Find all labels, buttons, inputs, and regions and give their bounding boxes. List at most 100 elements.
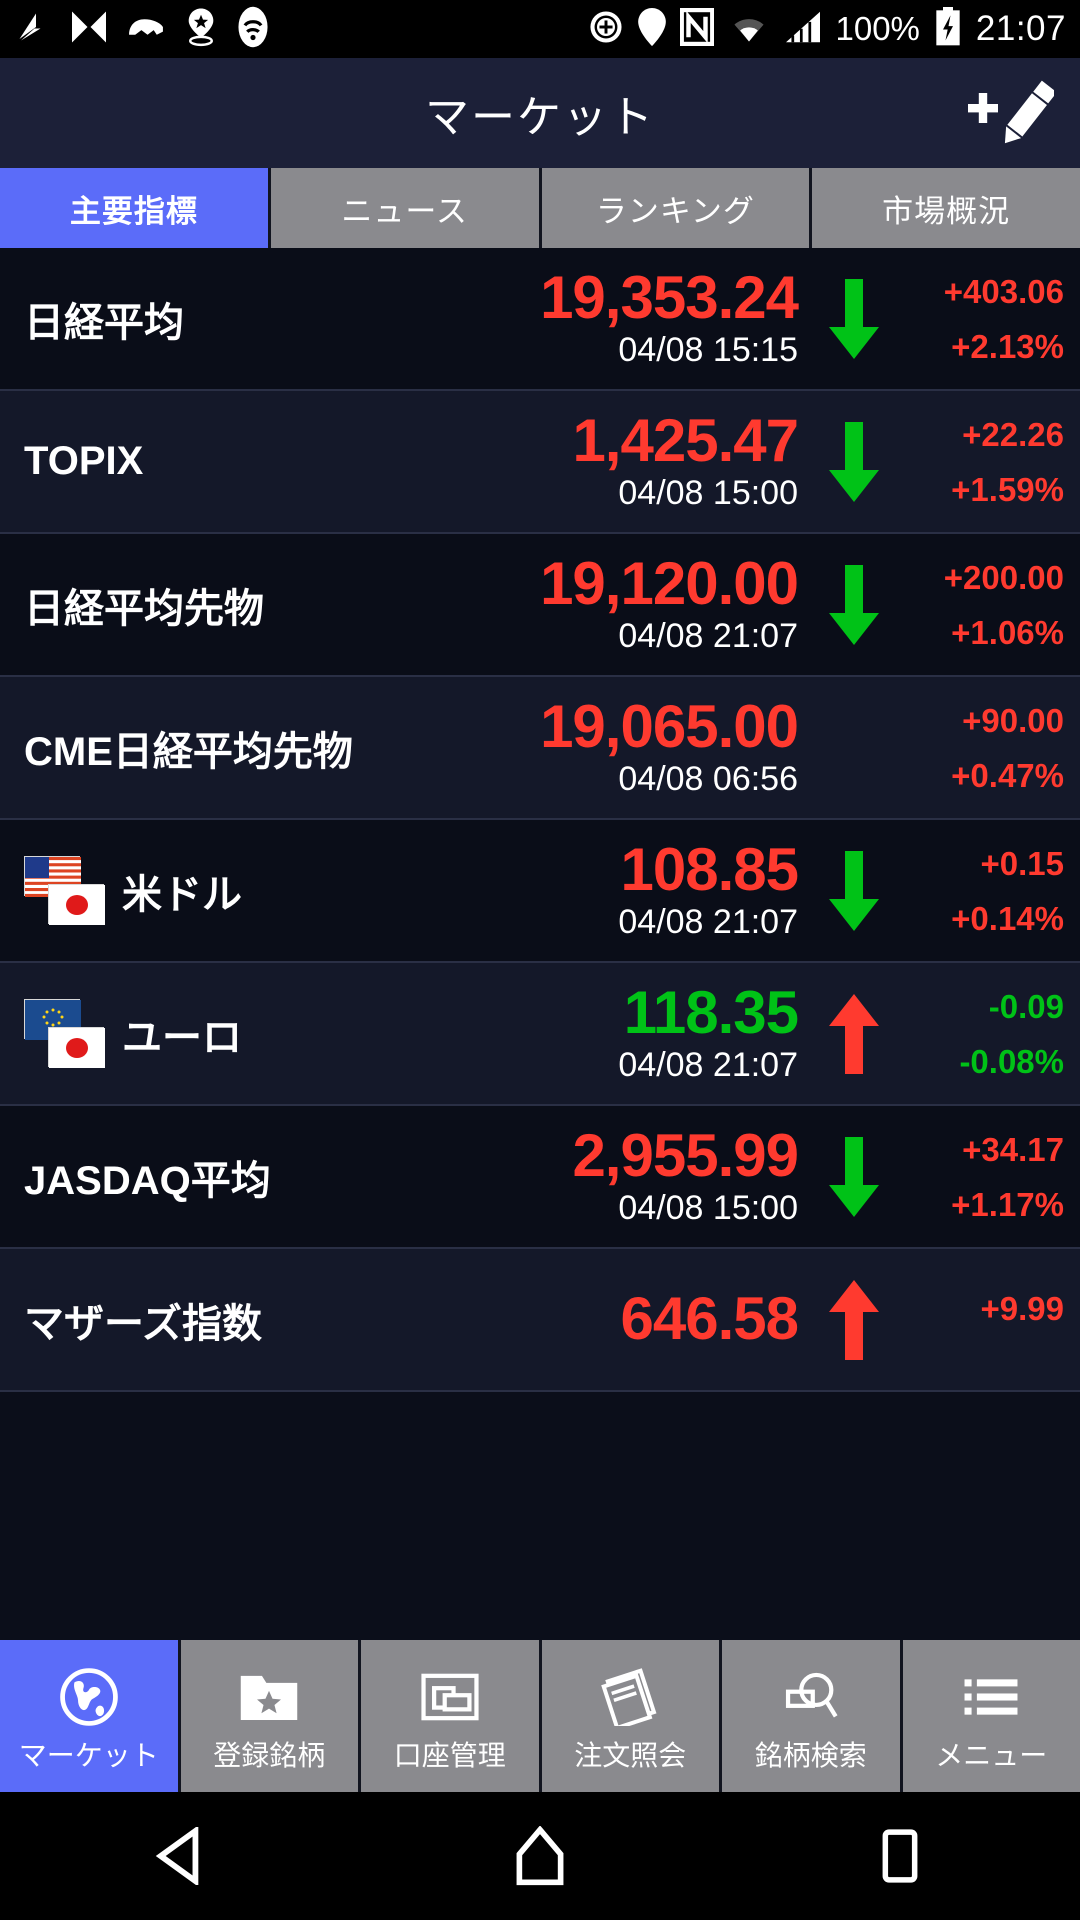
tab-market-overview[interactable]: 市場概況	[812, 168, 1080, 248]
quote-change-percent: +1.59%	[951, 470, 1064, 508]
nav-label: メニュー	[935, 1740, 1048, 1771]
quote-change-percent: +1.17%	[951, 1185, 1064, 1223]
quote-change-value: +0.15	[980, 844, 1065, 882]
japan-flag-icon	[48, 1026, 105, 1068]
trend-arrow-up-icon	[806, 963, 902, 1104]
quote-price: 19,065.00	[540, 693, 799, 761]
quote-name-cell: CME日経平均先物	[0, 677, 500, 818]
quote-change-value: +90.00	[962, 701, 1064, 739]
nav-item-account[interactable]: 口座管理	[361, 1640, 542, 1792]
quote-price-cell: 19,065.00 04/08 06:56	[500, 677, 806, 818]
table-row[interactable]: JASDAQ平均 2,955.99 04/08 15:00 +34.17 +1.…	[0, 1106, 1080, 1249]
quote-price: 1,425.47	[572, 407, 799, 475]
quote-change-value: +200.00	[943, 558, 1064, 596]
quote-change-percent: +0.14%	[951, 899, 1064, 937]
quote-change-cell: +22.26 +1.59%	[902, 391, 1080, 532]
quote-change-cell: +403.06 +2.13%	[902, 248, 1080, 389]
table-row[interactable]: 日経平均 19,353.24 04/08 15:15 +403.06 +2.13…	[0, 248, 1080, 391]
quote-price: 118.35	[623, 979, 799, 1047]
quote-name-cell: 日経平均先物	[0, 534, 500, 675]
signal-wave-icon	[236, 6, 270, 53]
quote-price-cell: 1,425.47 04/08 15:00	[500, 391, 806, 532]
quote-price-cell: 118.35 04/08 21:07	[500, 963, 806, 1104]
nav-label: 口座管理	[393, 1740, 506, 1771]
back-triangle-icon[interactable]	[110, 1811, 250, 1901]
quote-price-cell: 19,120.00 04/08 21:07	[500, 534, 806, 675]
nav-item-market[interactable]: マーケット	[0, 1640, 181, 1792]
nav-item-menu[interactable]: メニュー	[902, 1640, 1080, 1792]
quote-name: 米ドル	[122, 872, 242, 917]
quote-name: 日経平均先物	[24, 586, 264, 631]
tab-bar: 主要指標 ニュース ランキング 市場概況	[0, 168, 1080, 248]
nav-label: マーケット	[18, 1740, 159, 1771]
quote-name: JASDAQ平均	[24, 1158, 271, 1203]
nav-label: 注文照会	[574, 1740, 687, 1771]
quote-name-cell: JASDAQ平均	[0, 1106, 500, 1247]
quote-price-cell: 2,955.99 04/08 15:00	[500, 1106, 806, 1247]
globe-icon	[58, 1664, 120, 1730]
quote-name-cell: TOPIX	[0, 391, 500, 532]
status-bar-clock: 21:07	[975, 9, 1066, 48]
table-row[interactable]: TOPIX 1,425.47 04/08 15:00 +22.26 +1.59%	[0, 391, 1080, 534]
quote-price: 19,353.24	[540, 264, 799, 332]
quote-change-value: +22.26	[962, 415, 1064, 453]
tab-ranking[interactable]: ランキング	[541, 168, 813, 248]
nav-item-watchlist[interactable]: 登録銘柄	[180, 1640, 361, 1792]
status-bar-left-icons	[14, 6, 270, 53]
quote-timestamp: 04/08 15:15	[618, 330, 798, 369]
documents-icon	[599, 1664, 661, 1730]
quote-name: マザーズ指数	[24, 1301, 262, 1346]
battery-charging-icon	[934, 6, 962, 52]
location-star-icon	[184, 7, 218, 52]
quote-timestamp: 04/08 15:00	[618, 1188, 798, 1227]
quote-change-percent: +1.06%	[951, 613, 1064, 651]
table-row[interactable]: 日経平均先物 19,120.00 04/08 21:07 +200.00 +1.…	[0, 534, 1080, 677]
status-bar: 100% 21:07	[0, 0, 1080, 58]
mail-icon	[70, 10, 108, 49]
quote-change-value: +403.06	[943, 272, 1064, 310]
trend-arrow-up-icon	[806, 1249, 902, 1390]
quote-name-cell: 米ドル	[0, 820, 500, 961]
page-title: マーケット	[425, 93, 655, 142]
nav-label: 銘柄検索	[754, 1740, 867, 1771]
nav-item-orders[interactable]: 注文照会	[541, 1640, 722, 1792]
nav-label: 登録銘柄	[213, 1740, 326, 1771]
tab-label: ニュース	[341, 193, 468, 229]
quote-list[interactable]: 日経平均 19,353.24 04/08 15:15 +403.06 +2.13…	[0, 248, 1080, 1920]
table-row[interactable]: ユーロ 118.35 04/08 21:07 -0.09 -0.08%	[0, 963, 1080, 1106]
tab-main-indicators[interactable]: 主要指標	[0, 168, 271, 248]
quote-name: CME日経平均先物	[24, 729, 353, 774]
table-row[interactable]: CME日経平均先物 19,065.00 04/08 06:56 +90.00 +…	[0, 677, 1080, 820]
eur-jpy-flags-icon	[24, 997, 108, 1071]
us-flag-icon	[24, 855, 81, 897]
windows-overlap-icon	[420, 1664, 480, 1730]
nav-item-search[interactable]: 銘柄検索	[722, 1640, 903, 1792]
quote-change-percent: +2.13%	[951, 327, 1064, 365]
home-pentagon-icon[interactable]	[470, 1811, 610, 1901]
quote-change-cell: +9.99	[902, 1249, 1080, 1390]
quote-name: ユーロ	[122, 1015, 242, 1060]
table-row[interactable]: マザーズ指数 646.58 +9.99	[0, 1249, 1080, 1392]
quote-name-cell: マザーズ指数	[0, 1249, 500, 1390]
quote-change-cell: +90.00 +0.47%	[902, 677, 1080, 818]
trend-arrow-down-icon	[806, 248, 902, 389]
bottom-navigation: マーケット 登録銘柄 口座管理	[0, 1640, 1080, 1792]
nfc-icon	[678, 7, 715, 51]
quote-name: 日経平均	[24, 300, 184, 345]
recents-square-icon[interactable]	[830, 1811, 970, 1901]
quote-change-percent: +0.47%	[951, 756, 1064, 794]
table-row[interactable]: 米ドル 108.85 04/08 21:07 +0.15 +0.14%	[0, 820, 1080, 963]
battery-percent-label: 100%	[835, 10, 920, 47]
tab-news[interactable]: ニュース	[270, 168, 542, 248]
quote-name-cell: ユーロ	[0, 963, 500, 1104]
rhino-icon	[126, 12, 166, 47]
quote-change-cell: +200.00 +1.06%	[902, 534, 1080, 675]
add-edit-pencil-icon[interactable]	[956, 69, 1060, 157]
quote-change-cell: +0.15 +0.14%	[902, 820, 1080, 961]
quote-price: 108.85	[620, 836, 799, 904]
wifi-icon	[728, 10, 770, 49]
quote-change-percent: -0.08%	[959, 1042, 1064, 1080]
quote-price: 2,955.99	[572, 1122, 799, 1190]
quote-price: 19,120.00	[540, 550, 799, 618]
